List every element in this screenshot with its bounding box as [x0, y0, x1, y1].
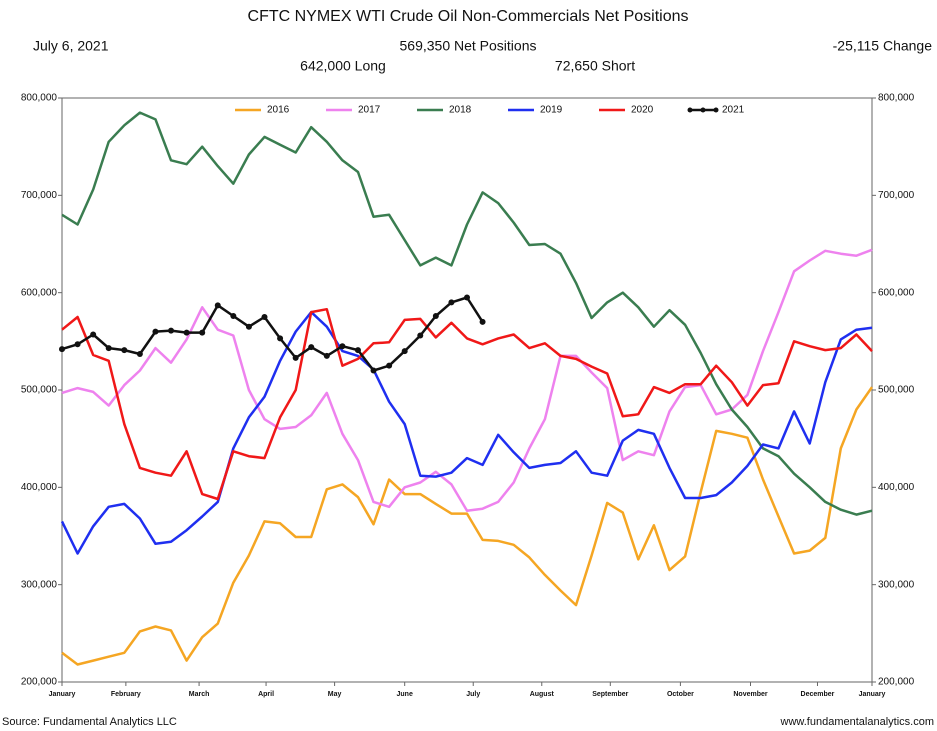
- legend-label: 2016: [267, 105, 290, 116]
- series-point: [464, 294, 470, 301]
- y2-tick-label: 800,000: [878, 93, 915, 104]
- x-tick-label: September: [592, 691, 628, 698]
- series-point: [74, 341, 81, 348]
- x-tick-label: December: [801, 691, 835, 698]
- y2-tick-label: 700,000: [878, 190, 915, 201]
- x-tick-label: January: [859, 691, 886, 698]
- series-line: [60, 310, 873, 555]
- x-tick-label: July: [466, 691, 480, 698]
- series-line: [61, 307, 873, 501]
- y2-tick-label: 500,000: [878, 385, 915, 396]
- series-point: [90, 331, 97, 338]
- series-point: [59, 346, 65, 353]
- x-tick-label: June: [397, 691, 413, 698]
- y-tick-label: 700,000: [21, 190, 58, 201]
- x-tick-label: April: [258, 691, 274, 698]
- x-tick-label: October: [667, 691, 694, 698]
- y-tick-label: 300,000: [21, 579, 58, 590]
- x-tick-label: November: [733, 691, 768, 698]
- legend-marker: [713, 107, 719, 113]
- net-positions: 569,350 Net Positions: [400, 38, 537, 54]
- series-point: [152, 328, 159, 335]
- series-point: [308, 344, 315, 351]
- series-line: [61, 111, 873, 516]
- series-point: [417, 332, 424, 339]
- series-point: [401, 348, 408, 355]
- series-point: [479, 318, 486, 325]
- legend-marker: [700, 107, 706, 113]
- series-point: [339, 343, 346, 350]
- x-tick-label: January: [49, 691, 76, 698]
- y2-tick-label: 200,000: [878, 677, 915, 688]
- short: 72,650 Short: [555, 58, 635, 74]
- series-point: [386, 362, 393, 369]
- series-line: [61, 386, 874, 666]
- x-tick-label: February: [111, 691, 141, 698]
- series-line: [61, 296, 484, 372]
- series-point: [168, 327, 175, 334]
- y2-tick-label: 400,000: [878, 482, 915, 493]
- series-point: [323, 352, 330, 359]
- date: July 6, 2021: [33, 38, 109, 54]
- chart-title: CFTC NYMEX WTI Crude Oil Non-Commercials…: [248, 8, 689, 25]
- x-tick-label: August: [530, 691, 555, 698]
- series-line: [61, 248, 873, 512]
- x-tick-label: March: [189, 691, 210, 698]
- series-point: [183, 329, 190, 336]
- x-tick-label: May: [328, 691, 342, 698]
- legend-label: 2021: [722, 105, 745, 116]
- legend-marker: [687, 107, 693, 113]
- website: www.fundamentalanalytics.com: [780, 716, 934, 728]
- y2-tick-label: 600,000: [878, 287, 915, 298]
- legend-label: 2020: [631, 105, 654, 116]
- series-point: [370, 367, 377, 374]
- series-point: [354, 347, 361, 354]
- series-point: [136, 350, 143, 357]
- series-point: [245, 323, 252, 330]
- series-point: [432, 313, 439, 320]
- series-point: [199, 329, 206, 336]
- series-point: [121, 347, 128, 354]
- y-tick-label: 200,000: [21, 677, 58, 688]
- series-point: [261, 314, 268, 320]
- series-point: [448, 299, 455, 306]
- y-tick-label: 800,000: [21, 93, 58, 104]
- y2-tick-label: 300,000: [878, 579, 915, 590]
- legend-label: 2017: [358, 105, 381, 116]
- series-point: [292, 354, 299, 361]
- series-point: [277, 335, 284, 342]
- change: -25,115 Change: [833, 38, 933, 54]
- source: Source: Fundamental Analytics LLC: [2, 716, 177, 728]
- y-tick-label: 400,000: [21, 482, 58, 493]
- series-point: [214, 302, 221, 309]
- series-point: [105, 345, 112, 352]
- y-tick-label: 600,000: [21, 287, 58, 298]
- long: 642,000 Long: [300, 58, 386, 74]
- series-point: [230, 313, 237, 320]
- legend-label: 2018: [449, 105, 472, 116]
- y-tick-label: 500,000: [21, 385, 58, 396]
- legend-label: 2019: [540, 105, 563, 116]
- plot-frame: [61, 97, 873, 683]
